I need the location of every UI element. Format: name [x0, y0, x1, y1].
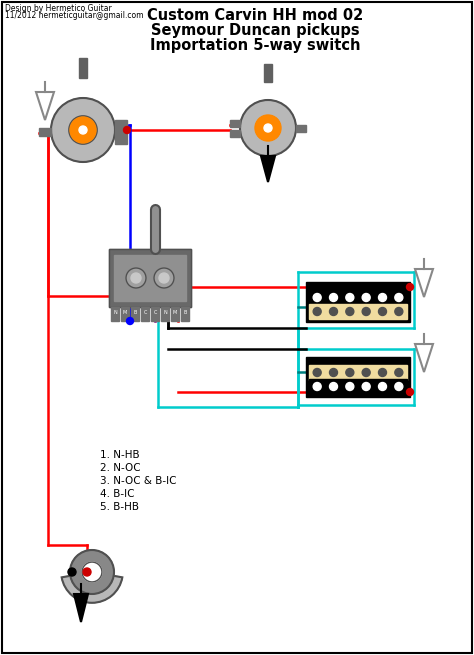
Bar [109, 249, 191, 307]
Circle shape [240, 100, 296, 156]
Circle shape [313, 369, 321, 377]
Circle shape [329, 307, 337, 316]
Bar [115, 120, 127, 128]
Text: Custom Carvin HH mod 02: Custom Carvin HH mod 02 [147, 8, 363, 23]
Text: 1. N-HB: 1. N-HB [100, 450, 140, 460]
Bar [161, 307, 169, 321]
Circle shape [264, 124, 272, 132]
Circle shape [82, 562, 102, 582]
Text: 2. N-OC: 2. N-OC [100, 463, 141, 473]
Circle shape [313, 383, 321, 390]
Circle shape [329, 369, 337, 377]
Circle shape [159, 273, 169, 283]
Circle shape [362, 383, 370, 390]
Circle shape [79, 126, 87, 134]
Circle shape [379, 369, 386, 377]
Circle shape [362, 293, 370, 301]
Circle shape [313, 293, 321, 301]
Text: 11/2012 hermeticguitar@gmail.com: 11/2012 hermeticguitar@gmail.com [5, 11, 144, 20]
Circle shape [68, 568, 76, 576]
Circle shape [126, 268, 146, 288]
Circle shape [407, 284, 413, 291]
Circle shape [395, 307, 403, 316]
Text: B: B [133, 310, 137, 314]
Circle shape [395, 383, 403, 390]
Circle shape [70, 550, 114, 594]
Bar [309, 290, 407, 305]
Bar [121, 307, 129, 321]
Bar [39, 128, 51, 136]
Circle shape [70, 117, 96, 143]
Circle shape [379, 383, 386, 390]
Circle shape [83, 568, 91, 576]
Bar [230, 130, 240, 137]
Text: N: N [163, 310, 167, 314]
Circle shape [154, 268, 174, 288]
Text: C: C [153, 310, 157, 314]
Text: Importation 5-way switch: Importation 5-way switch [150, 38, 360, 53]
Circle shape [346, 383, 354, 390]
Text: N: N [113, 310, 117, 314]
Bar [181, 307, 189, 321]
Circle shape [346, 293, 354, 301]
Text: 4. B-IC: 4. B-IC [100, 489, 135, 499]
Circle shape [124, 126, 130, 134]
Bar [230, 120, 240, 127]
Text: Seymour Duncan pickups: Seymour Duncan pickups [151, 23, 359, 38]
Circle shape [379, 293, 386, 301]
Bar [111, 307, 119, 321]
Bar [109, 249, 191, 307]
Circle shape [362, 307, 370, 316]
Text: Design by Hermetico Guitar: Design by Hermetico Guitar [5, 4, 112, 13]
Circle shape [255, 115, 281, 141]
Circle shape [362, 369, 370, 377]
Circle shape [51, 98, 115, 162]
Text: 5. B-HB: 5. B-HB [100, 502, 139, 512]
Circle shape [379, 307, 386, 316]
Text: M: M [173, 310, 177, 314]
Circle shape [407, 388, 413, 396]
Bar [79, 58, 87, 78]
Text: B: B [183, 310, 187, 314]
Wedge shape [62, 572, 122, 603]
Bar [115, 136, 127, 144]
Bar [141, 307, 149, 321]
Circle shape [127, 318, 134, 324]
Bar [131, 307, 139, 321]
Bar [151, 307, 159, 321]
Text: C: C [143, 310, 146, 314]
Circle shape [255, 116, 280, 140]
Circle shape [69, 116, 97, 144]
Circle shape [346, 369, 354, 377]
Polygon shape [74, 594, 88, 622]
Polygon shape [261, 156, 275, 182]
Bar [264, 64, 272, 82]
Bar [296, 125, 306, 132]
Bar [306, 282, 410, 322]
Circle shape [131, 273, 141, 283]
Bar [309, 365, 407, 380]
Bar [306, 357, 410, 397]
Bar [309, 304, 407, 319]
Bar [171, 307, 179, 321]
Text: 3. N-OC & B-IC: 3. N-OC & B-IC [100, 476, 176, 486]
Circle shape [395, 369, 403, 377]
Bar [115, 128, 127, 136]
Circle shape [395, 293, 403, 301]
Circle shape [346, 307, 354, 316]
Text: M: M [123, 310, 127, 314]
Circle shape [329, 293, 337, 301]
Bar [114, 255, 186, 301]
Bar [309, 379, 407, 394]
Circle shape [329, 383, 337, 390]
Circle shape [313, 307, 321, 316]
